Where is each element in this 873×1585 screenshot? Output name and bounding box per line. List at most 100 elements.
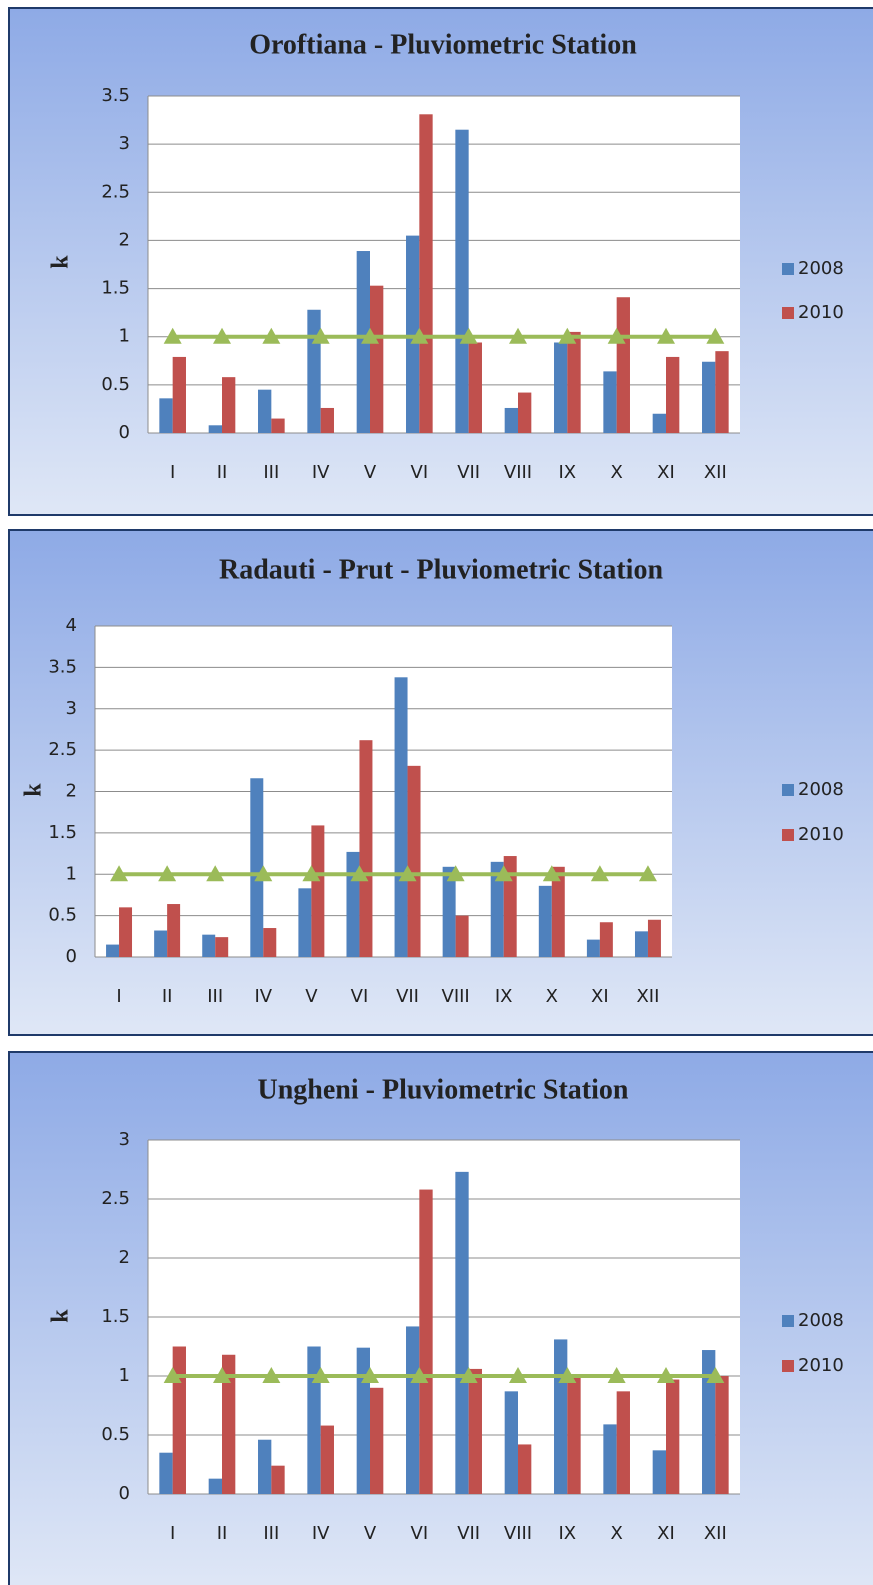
y-tick-label: 0.5 <box>101 374 130 395</box>
reference-marker <box>657 327 675 344</box>
bar <box>503 856 517 957</box>
bar <box>504 1391 518 1494</box>
bar <box>702 1350 716 1494</box>
bar <box>154 930 168 957</box>
bar <box>666 356 680 433</box>
chart-title: Oroftiana - Pluviometric Station <box>249 29 637 60</box>
x-tick-label: VIII <box>504 462 532 483</box>
bar <box>258 389 272 433</box>
legend-swatch <box>782 307 794 319</box>
bar <box>616 297 630 433</box>
bar <box>419 114 433 434</box>
bar <box>419 1189 433 1494</box>
x-tick-label: VI <box>411 462 429 483</box>
bar <box>407 765 421 957</box>
y-tick-label: 1.5 <box>101 1306 130 1327</box>
reference-marker <box>657 1367 675 1383</box>
reference-marker <box>459 1367 478 1383</box>
reference-marker <box>213 1367 231 1383</box>
reference-marker <box>398 865 417 882</box>
y-tick-label: 2.5 <box>101 181 130 202</box>
bar <box>208 1478 222 1494</box>
bar <box>455 915 469 957</box>
bar <box>359 740 373 957</box>
legend-swatch <box>782 1360 794 1372</box>
legend-swatch <box>782 784 794 796</box>
bar <box>167 904 181 957</box>
bar <box>271 418 285 433</box>
legend-label: 2008 <box>798 258 844 279</box>
bar <box>652 413 666 433</box>
bar <box>258 1439 272 1494</box>
bar <box>634 931 648 957</box>
bar <box>647 919 661 957</box>
reference-marker <box>494 865 513 882</box>
bar <box>603 371 617 433</box>
plot-area <box>148 96 740 433</box>
bar <box>263 928 277 957</box>
x-tick-label: IX <box>559 1523 577 1544</box>
reference-marker <box>509 327 527 344</box>
bar <box>307 309 321 433</box>
y-axis-label: k <box>48 1309 74 1323</box>
x-tick-label: IX <box>559 462 577 483</box>
bar <box>307 1346 321 1494</box>
bar <box>551 866 565 957</box>
reference-marker <box>163 1367 182 1383</box>
x-tick-label: V <box>305 986 318 1007</box>
y-tick-label: 0 <box>119 1483 130 1504</box>
bar <box>715 351 729 433</box>
x-tick-label: IV <box>254 986 272 1007</box>
bar <box>504 407 518 433</box>
bar <box>172 1346 186 1494</box>
bar <box>442 866 456 957</box>
bar <box>538 885 552 957</box>
x-tick-label: XII <box>704 462 727 483</box>
chart-title: Ungheni - Pluviometric Station <box>258 1074 629 1105</box>
bar <box>271 1465 285 1494</box>
bar <box>159 1452 173 1494</box>
x-tick-label: III <box>207 986 223 1007</box>
reference-marker <box>213 327 231 344</box>
bar <box>468 1368 482 1494</box>
x-tick-label: XI <box>591 986 609 1007</box>
bar <box>406 235 420 433</box>
bar <box>106 944 120 957</box>
y-tick-label: 0 <box>66 946 77 967</box>
bar <box>394 677 408 957</box>
legend-swatch <box>782 1315 794 1327</box>
x-tick-label: III <box>263 462 279 483</box>
bar <box>222 377 236 433</box>
bar <box>603 1424 617 1494</box>
reference-marker <box>311 1367 330 1383</box>
legend-swatch <box>782 829 794 841</box>
y-axis-label: k <box>21 783 47 797</box>
reference-marker <box>542 865 561 882</box>
bar <box>666 1379 680 1494</box>
chart-title: Radauti - Prut - Pluviometric Station <box>219 554 663 585</box>
legend-label: 2010 <box>798 824 844 845</box>
reference-marker <box>410 1367 429 1383</box>
bar <box>586 939 600 957</box>
bar <box>119 907 133 957</box>
y-tick-label: 0 <box>119 422 130 443</box>
reference-marker <box>607 327 626 344</box>
reference-marker <box>254 865 273 882</box>
reference-marker <box>262 1367 281 1383</box>
x-tick-label: II <box>162 986 173 1007</box>
y-tick-label: 3.5 <box>48 656 77 677</box>
x-tick-label: XI <box>657 462 675 483</box>
bar <box>370 1387 384 1494</box>
reference-marker <box>163 327 182 344</box>
x-tick-label: X <box>610 462 622 483</box>
y-tick-label: 2.5 <box>101 1188 130 1209</box>
reference-marker <box>410 327 429 344</box>
y-tick-label: 2.5 <box>48 739 77 760</box>
bar <box>518 392 532 433</box>
y-tick-label: 2 <box>119 229 130 250</box>
chart-panel: Oroftiana - Pluviometric Station k 0 0.5 1 1.… <box>8 7 873 516</box>
y-tick-label: 1.5 <box>48 822 77 843</box>
y-tick-label: 3 <box>66 698 77 719</box>
bar <box>356 1347 370 1494</box>
reference-marker <box>459 327 478 344</box>
